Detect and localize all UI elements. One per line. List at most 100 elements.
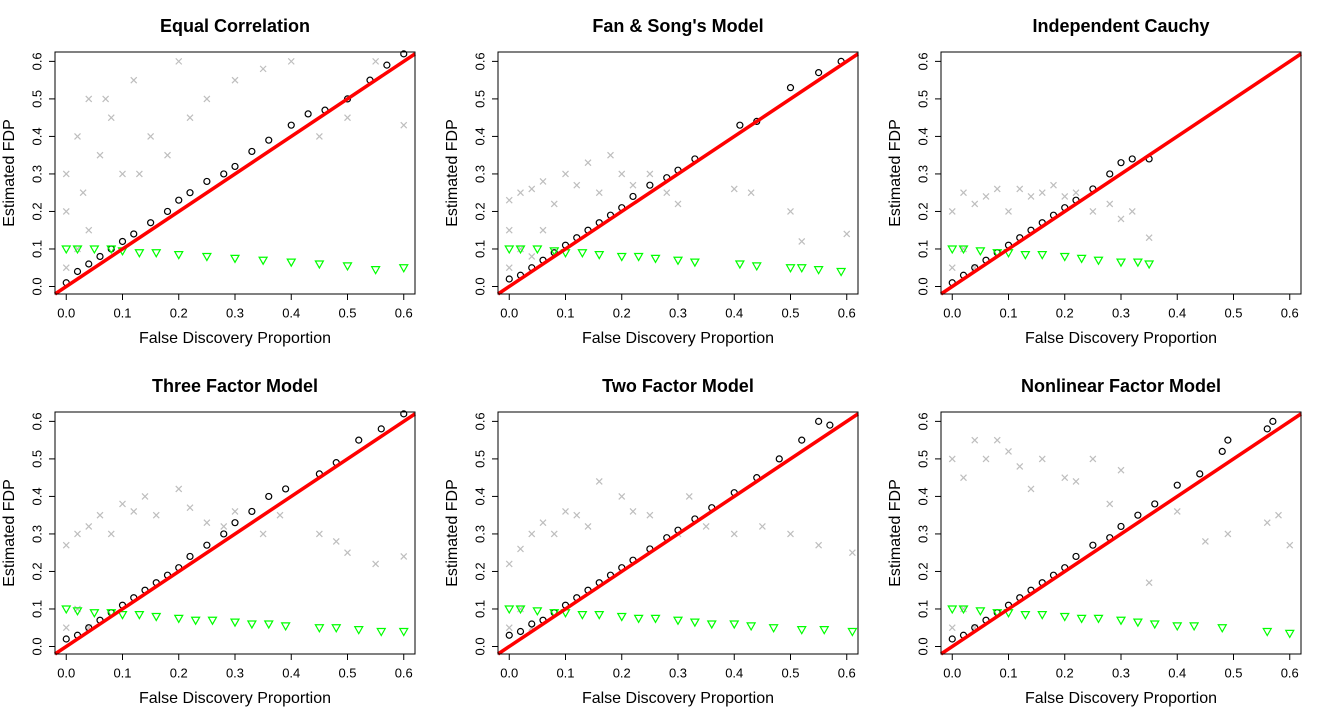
point-cross	[62, 170, 70, 178]
y-tick-label: 0.3	[915, 525, 930, 543]
x-tick-label: 0.3	[669, 665, 687, 680]
y-tick-label: 0.5	[915, 90, 930, 108]
point-cross	[102, 95, 110, 103]
point-cross	[1027, 193, 1035, 200]
point-cross	[982, 193, 990, 200]
point-cross	[203, 519, 211, 527]
point-triangle	[650, 614, 661, 624]
x-tick-label: 0.1	[556, 305, 574, 320]
point-cross	[843, 230, 851, 238]
point-triangle	[1093, 614, 1104, 624]
point-triangle	[1115, 258, 1127, 268]
y-tick-label: 0.3	[472, 165, 487, 183]
point-triangle	[331, 624, 342, 633]
point-circle	[73, 267, 82, 276]
point-circle	[826, 421, 834, 429]
point-triangle	[1037, 611, 1048, 620]
y-axis-label: Estimated FDP	[1, 479, 18, 587]
y-tick-label: 0.2	[29, 562, 44, 580]
y-tick-label: 0.4	[472, 487, 487, 505]
point-cross	[607, 151, 614, 159]
panel-title: Nonlinear Factor Model	[1021, 376, 1221, 396]
x-tick-label: 0.0	[500, 305, 518, 320]
point-triangle	[813, 266, 824, 275]
point-triangle	[1020, 251, 1031, 260]
point-cross	[971, 200, 979, 208]
point-cross	[702, 523, 710, 530]
point-cross	[815, 541, 823, 549]
plot-frame	[940, 411, 1302, 655]
point-cross	[231, 76, 239, 84]
point-cross	[344, 549, 351, 557]
y-tick-label: 0.0	[915, 277, 930, 295]
x-tick-label: 0.4	[725, 665, 743, 680]
point-circle	[1072, 552, 1080, 561]
point-triangle	[398, 627, 409, 637]
point-circle	[646, 181, 654, 189]
x-tick-label: 0.3	[1112, 665, 1130, 680]
point-cross	[74, 132, 81, 140]
point-cross	[528, 253, 536, 260]
point-triangle	[1262, 627, 1273, 637]
identity-line	[940, 52, 1302, 296]
point-circle	[85, 260, 93, 268]
identity-line	[54, 52, 416, 296]
x-tick-label: 0.5	[338, 305, 356, 320]
point-cross	[220, 523, 228, 530]
point-cross	[62, 208, 70, 215]
point-cross	[674, 200, 682, 208]
y-tick-label: 0.6	[472, 412, 487, 430]
point-cross	[539, 519, 547, 527]
point-cross	[573, 181, 581, 189]
point-circle	[203, 177, 211, 186]
point-triangle	[1076, 614, 1087, 624]
point-triangle	[229, 254, 241, 264]
point-cross	[1038, 455, 1046, 463]
point-triangle	[504, 605, 515, 615]
point-triangle	[975, 247, 986, 257]
point-circle	[815, 69, 823, 77]
point-cross	[562, 508, 569, 515]
x-tick-label: 0.5	[338, 665, 356, 680]
point-triangle	[117, 611, 128, 620]
point-cross	[107, 530, 115, 538]
point-cross	[1275, 511, 1282, 519]
x-tick-label: 0.4	[725, 305, 743, 320]
panel: Equal Correlation False Discovery Proport…	[1, 16, 416, 347]
x-tick-label: 0.2	[170, 665, 188, 680]
point-triangle	[577, 611, 588, 620]
point-cross	[62, 624, 70, 632]
point-triangle	[796, 626, 807, 635]
y-tick-label: 0.3	[472, 525, 487, 543]
point-cross	[1072, 477, 1080, 485]
y-tick-label: 0.2	[472, 202, 487, 220]
point-triangle	[207, 616, 218, 626]
y-tick-label: 0.6	[472, 52, 487, 70]
point-cross	[203, 95, 211, 103]
point-cross	[1072, 189, 1080, 197]
x-tick-label: 0.5	[1224, 305, 1242, 320]
y-axis-label: Estimated FDP	[1, 119, 18, 227]
point-cross	[1106, 500, 1114, 508]
point-triangle	[1132, 258, 1143, 268]
y-tick-label: 0.0	[472, 277, 487, 295]
y-tick-label: 0.6	[915, 412, 930, 430]
point-cross	[62, 264, 70, 272]
point-circle	[1128, 155, 1136, 163]
point-triangle	[201, 252, 212, 262]
point-cross	[259, 530, 267, 538]
point-cross	[539, 226, 547, 234]
point-cross	[372, 57, 380, 65]
y-tick-label: 0.4	[915, 487, 930, 505]
point-cross	[186, 114, 194, 122]
point-cross	[1173, 508, 1181, 515]
point-cross	[505, 196, 513, 204]
y-tick-label: 0.4	[29, 487, 44, 505]
x-axis-label: False Discovery Proportion	[1025, 690, 1217, 707]
point-triangle	[376, 627, 387, 637]
point-triangle	[89, 245, 100, 255]
point-cross	[573, 511, 581, 519]
point-triangle	[246, 620, 257, 630]
point-cross	[960, 245, 967, 253]
